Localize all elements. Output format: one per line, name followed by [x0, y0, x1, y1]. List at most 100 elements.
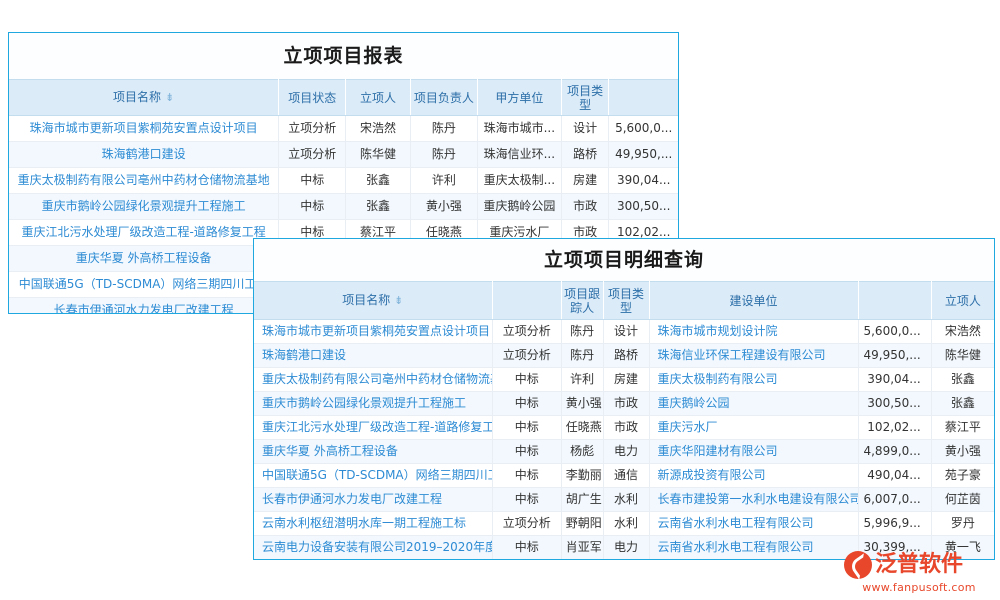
detail-cell-amount: 49,950,...: [858, 343, 932, 368]
report-cell-project-name[interactable]: 长春市伊通河水力发电厂改建工程: [9, 297, 280, 313]
report-cell-project-name[interactable]: 重庆江北污水处理厂级改造工程-道路修复工程: [9, 219, 280, 246]
detail-cell-project-status: 立项分析: [492, 319, 562, 344]
detail-cell-amount: 390,04...: [858, 367, 932, 392]
detail-cell-construction-unit[interactable]: 重庆华阳建材有限公司: [649, 439, 859, 464]
detail-cell-project-name[interactable]: 云南水利枢纽潜明水库一期工程施工标: [254, 511, 493, 536]
report-cell-project-name[interactable]: 珠海鹤港口建设: [9, 141, 280, 168]
detail-panel-title: 立项项目明细查询: [254, 239, 994, 281]
report-cell-manager: 陈丹: [410, 115, 478, 142]
report-cell-project-name[interactable]: 重庆市鹅岭公园绿化景观提升工程施工: [9, 193, 280, 220]
detail-cell-construction-unit[interactable]: 重庆鹅岭公园: [649, 391, 859, 416]
detail-cell-tracker: 李勤丽: [561, 463, 604, 488]
detail-cell-initiator: 何芷茵: [931, 487, 994, 512]
table-row[interactable]: 重庆太极制药有限公司亳州中药材仓储物流基地 中标 许利 房建 重庆太极制药有限公司 390…: [254, 367, 994, 392]
table-row[interactable]: 重庆太极制药有限公司亳州中药材仓储物流基地 中标 张鑫 许利 重庆太极制... 房建 390…: [9, 167, 678, 194]
detail-col-status[interactable]: [492, 281, 562, 320]
report-table-header-row: 项目名称 ⇟ 项目状态 立项人 项目负责人 甲方单位 项目类型: [9, 79, 678, 116]
detail-cell-project-name[interactable]: 重庆华夏 外高桥工程设备: [254, 439, 493, 464]
report-col-name[interactable]: 项目名称 ⇟: [9, 79, 280, 116]
detail-cell-construction-unit[interactable]: 珠海信业环保工程建设有限公司: [649, 343, 859, 368]
report-cell-project-name[interactable]: 中国联通5G（TD-SCDMA）网络三期四川工程: [9, 271, 280, 298]
table-row[interactable]: 重庆江北污水处理厂级改造工程-道路修复工程 中标 任晓燕 市政 重庆污水厂 102,02.…: [254, 415, 994, 440]
report-panel-title: 立项项目报表: [9, 33, 678, 79]
report-cell-amount: 300,50...: [608, 193, 678, 220]
detail-col-name[interactable]: 项目名称 ⇟: [254, 281, 493, 320]
report-col-amount[interactable]: [608, 79, 678, 116]
report-cell-initiator: 张鑫: [345, 167, 411, 194]
report-cell-project-type: 房建: [561, 167, 610, 194]
report-col-manager[interactable]: 项目负责人: [410, 79, 478, 116]
detail-table-header-row: 项目名称 ⇟ 项目跟踪人 项目类型 建设单位 立项人: [254, 281, 994, 320]
report-cell-client-unit: 珠海信业环...: [477, 141, 562, 168]
report-cell-client-unit: 重庆太极制...: [477, 167, 562, 194]
table-row[interactable]: 中国联通5G（TD-SCDMA）网络三期四川工程 中标 李勤丽 通信 新源成投资有限公司…: [254, 463, 994, 488]
detail-cell-initiator: 黄小强: [931, 439, 994, 464]
report-col-status[interactable]: 项目状态: [278, 79, 347, 116]
detail-cell-amount: 490,04...: [858, 463, 932, 488]
detail-cell-construction-unit[interactable]: 珠海市城市规划设计院: [649, 319, 859, 344]
report-cell-project-name[interactable]: 珠海市城市更新项目紫桐苑安置点设计项目: [9, 115, 280, 142]
report-cell-client-unit: 珠海市城市...: [477, 115, 562, 142]
detail-col-amount[interactable]: [858, 281, 932, 320]
table-row[interactable]: 珠海鹤港口建设 立项分析 陈丹 路桥 珠海信业环保工程建设有限公司 49,950,... 陈…: [254, 343, 994, 368]
report-table: 项目名称 ⇟ 项目状态 立项人 项目负责人 甲方单位 项目类型 珠海市城市更新项目…: [9, 79, 678, 313]
sort-icon[interactable]: ⇟: [165, 91, 175, 104]
detail-cell-construction-unit[interactable]: 云南省水利水电工程有限公司: [649, 511, 859, 536]
detail-col-unit[interactable]: 建设单位: [649, 281, 859, 320]
detail-cell-initiator: 蔡江平: [931, 415, 994, 440]
table-row[interactable]: 长春市伊通河水力发电厂改建工程 中标 胡广生 水利 长春市建投第一水利水电建设有限公司 6…: [254, 487, 994, 512]
detail-cell-project-type: 路桥: [603, 343, 650, 368]
detail-cell-construction-unit[interactable]: 重庆太极制药有限公司: [649, 367, 859, 392]
detail-cell-tracker: 任晓燕: [561, 415, 604, 440]
table-row[interactable]: 珠海市城市更新项目紫桐苑安置点设计项目 立项分析 宋浩然 陈丹 珠海市城市... 设计 5,…: [9, 115, 678, 142]
detail-cell-project-type: 水利: [603, 511, 650, 536]
detail-cell-tracker: 陈丹: [561, 319, 604, 344]
detail-cell-project-type: 通信: [603, 463, 650, 488]
sort-icon[interactable]: ⇟: [394, 294, 404, 307]
table-row[interactable]: 珠海市城市更新项目紫桐苑安置点设计项目 立项分析 陈丹 设计 珠海市城市规划设计院 5,6…: [254, 319, 994, 344]
report-col-name-label: 项目名称: [113, 90, 162, 104]
report-cell-manager: 黄小强: [410, 193, 478, 220]
detail-col-initiator[interactable]: 立项人: [931, 281, 994, 320]
detail-cell-initiator: 罗丹: [931, 511, 994, 536]
detail-cell-construction-unit[interactable]: 新源成投资有限公司: [649, 463, 859, 488]
detail-cell-construction-unit[interactable]: 长春市建投第一水利水电建设有限公司: [649, 487, 859, 512]
detail-cell-initiator: 苑子豪: [931, 463, 994, 488]
detail-cell-tracker: 野朝阳: [561, 511, 604, 536]
report-col-initiator[interactable]: 立项人: [345, 79, 411, 116]
detail-cell-amount: 30,399,...: [858, 535, 932, 559]
detail-cell-construction-unit[interactable]: 重庆污水厂: [649, 415, 859, 440]
detail-col-tracker[interactable]: 项目跟踪人: [561, 281, 604, 320]
report-col-type[interactable]: 项目类型: [561, 79, 610, 116]
detail-cell-project-name[interactable]: 云南电力设备安装有限公司2019–2020年度劳务: [254, 535, 493, 559]
detail-cell-project-name[interactable]: 珠海市城市更新项目紫桐苑安置点设计项目: [254, 319, 493, 344]
report-col-client[interactable]: 甲方单位: [477, 79, 562, 116]
table-row[interactable]: 重庆市鹅岭公园绿化景观提升工程施工 中标 黄小强 市政 重庆鹅岭公园 300,50... 张…: [254, 391, 994, 416]
detail-cell-project-name[interactable]: 珠海鹤港口建设: [254, 343, 493, 368]
detail-cell-project-type: 电力: [603, 439, 650, 464]
detail-cell-tracker: 陈丹: [561, 343, 604, 368]
table-row[interactable]: 云南水利枢纽潜明水库一期工程施工标 立项分析 野朝阳 水利 云南省水利水电工程有限公司 5…: [254, 511, 994, 536]
detail-cell-project-name[interactable]: 重庆市鹅岭公园绿化景观提升工程施工: [254, 391, 493, 416]
detail-col-name-label: 项目名称: [342, 293, 391, 307]
table-row[interactable]: 云南电力设备安装有限公司2019–2020年度劳务中标肖亚军电力云南省水利水电工…: [254, 535, 994, 559]
detail-cell-project-status: 中标: [492, 367, 562, 392]
detail-cell-amount: 5,996,9...: [858, 511, 932, 536]
table-row[interactable]: 重庆市鹅岭公园绿化景观提升工程施工 中标 张鑫 黄小强 重庆鹅岭公园 市政 300,50..…: [9, 193, 678, 220]
detail-cell-construction-unit[interactable]: 云南省水利水电工程有限公司: [649, 535, 859, 559]
detail-cell-project-name[interactable]: 重庆江北污水处理厂级改造工程-道路修复工程: [254, 415, 493, 440]
detail-cell-initiator: 张鑫: [931, 367, 994, 392]
report-cell-project-name[interactable]: 重庆华夏 外高桥工程设备: [9, 245, 280, 272]
report-cell-project-name[interactable]: 重庆太极制药有限公司亳州中药材仓储物流基地: [9, 167, 280, 194]
table-row[interactable]: 珠海鹤港口建设 立项分析 陈华健 陈丹 珠海信业环... 路桥 49,950,...: [9, 141, 678, 168]
report-cell-project-status: 立项分析: [278, 141, 347, 168]
detail-col-type[interactable]: 项目类型: [603, 281, 650, 320]
detail-cell-project-name[interactable]: 中国联通5G（TD-SCDMA）网络三期四川工程: [254, 463, 493, 488]
detail-cell-project-name[interactable]: 长春市伊通河水力发电厂改建工程: [254, 487, 493, 512]
detail-cell-project-type: 市政: [603, 391, 650, 416]
detail-cell-project-type: 设计: [603, 319, 650, 344]
detail-cell-project-name[interactable]: 重庆太极制药有限公司亳州中药材仓储物流基地: [254, 367, 493, 392]
table-row[interactable]: 重庆华夏 外高桥工程设备 中标 杨彪 电力 重庆华阳建材有限公司 4,899,0... 黄小…: [254, 439, 994, 464]
report-cell-amount: 390,04...: [608, 167, 678, 194]
